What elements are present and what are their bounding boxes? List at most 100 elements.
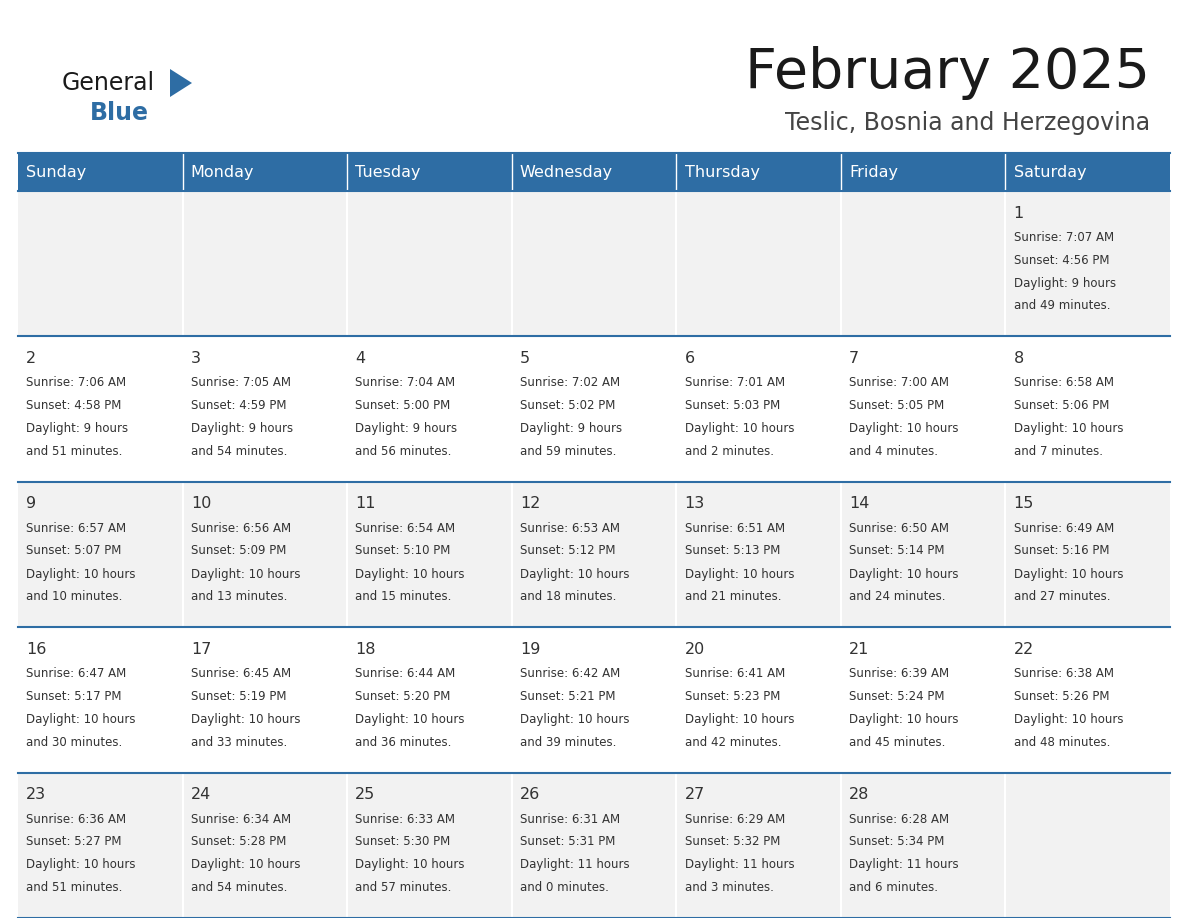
Text: 28: 28 xyxy=(849,787,870,802)
Text: Daylight: 9 hours: Daylight: 9 hours xyxy=(355,422,457,435)
Text: 6: 6 xyxy=(684,351,695,366)
Bar xyxy=(676,773,841,918)
Text: Sunrise: 7:00 AM: Sunrise: 7:00 AM xyxy=(849,376,949,389)
Bar xyxy=(1005,773,1170,918)
Text: and 54 minutes.: and 54 minutes. xyxy=(191,881,287,894)
Text: Sunset: 5:30 PM: Sunset: 5:30 PM xyxy=(355,835,450,848)
Text: Sunrise: 6:51 AM: Sunrise: 6:51 AM xyxy=(684,521,784,535)
Text: 17: 17 xyxy=(191,642,211,656)
Text: Sunset: 5:10 PM: Sunset: 5:10 PM xyxy=(355,544,450,557)
Text: Daylight: 10 hours: Daylight: 10 hours xyxy=(191,858,301,871)
Text: and 18 minutes.: and 18 minutes. xyxy=(520,590,617,603)
Text: and 49 minutes.: and 49 minutes. xyxy=(1013,299,1110,312)
Text: Sunday: Sunday xyxy=(26,164,87,180)
Text: Sunrise: 6:47 AM: Sunrise: 6:47 AM xyxy=(26,667,126,680)
Text: Sunrise: 6:39 AM: Sunrise: 6:39 AM xyxy=(849,667,949,680)
Text: Daylight: 10 hours: Daylight: 10 hours xyxy=(520,713,630,726)
Text: Daylight: 11 hours: Daylight: 11 hours xyxy=(849,858,959,871)
Text: Sunset: 5:17 PM: Sunset: 5:17 PM xyxy=(26,689,121,702)
Bar xyxy=(512,336,676,482)
Bar xyxy=(512,153,676,191)
Text: Sunset: 5:09 PM: Sunset: 5:09 PM xyxy=(191,544,286,557)
Text: 22: 22 xyxy=(1013,642,1034,656)
Text: Sunrise: 6:36 AM: Sunrise: 6:36 AM xyxy=(26,812,126,825)
Text: Sunset: 5:20 PM: Sunset: 5:20 PM xyxy=(355,689,450,702)
Text: and 3 minutes.: and 3 minutes. xyxy=(684,881,773,894)
Bar xyxy=(676,336,841,482)
Bar xyxy=(183,336,347,482)
Text: Daylight: 9 hours: Daylight: 9 hours xyxy=(191,422,293,435)
Text: Sunset: 5:19 PM: Sunset: 5:19 PM xyxy=(191,689,286,702)
Text: 14: 14 xyxy=(849,497,870,511)
Text: Friday: Friday xyxy=(849,164,898,180)
Text: Sunrise: 7:01 AM: Sunrise: 7:01 AM xyxy=(684,376,784,389)
Bar xyxy=(347,482,512,627)
Bar xyxy=(183,773,347,918)
Text: Sunrise: 6:54 AM: Sunrise: 6:54 AM xyxy=(355,521,455,535)
Text: Monday: Monday xyxy=(191,164,254,180)
Bar xyxy=(841,482,1005,627)
Text: Sunrise: 6:53 AM: Sunrise: 6:53 AM xyxy=(520,521,620,535)
Text: 2: 2 xyxy=(26,351,37,366)
Text: Sunset: 5:13 PM: Sunset: 5:13 PM xyxy=(684,544,779,557)
Text: 25: 25 xyxy=(355,787,375,802)
Text: 15: 15 xyxy=(1013,497,1034,511)
Bar xyxy=(841,191,1005,336)
Text: Sunset: 5:00 PM: Sunset: 5:00 PM xyxy=(355,399,450,412)
Text: 12: 12 xyxy=(520,497,541,511)
Text: Sunset: 4:56 PM: Sunset: 4:56 PM xyxy=(1013,253,1110,266)
Text: Daylight: 10 hours: Daylight: 10 hours xyxy=(191,713,301,726)
Text: Sunrise: 7:02 AM: Sunrise: 7:02 AM xyxy=(520,376,620,389)
Text: Tuesday: Tuesday xyxy=(355,164,421,180)
Text: Sunset: 5:23 PM: Sunset: 5:23 PM xyxy=(684,689,779,702)
Text: 4: 4 xyxy=(355,351,366,366)
Bar xyxy=(676,191,841,336)
Text: Sunset: 5:03 PM: Sunset: 5:03 PM xyxy=(684,399,779,412)
Text: and 33 minutes.: and 33 minutes. xyxy=(191,735,287,748)
Bar xyxy=(347,336,512,482)
Text: Sunset: 5:07 PM: Sunset: 5:07 PM xyxy=(26,544,121,557)
Text: and 42 minutes.: and 42 minutes. xyxy=(684,735,781,748)
Text: Teslic, Bosnia and Herzegovina: Teslic, Bosnia and Herzegovina xyxy=(785,111,1150,135)
Bar xyxy=(512,191,676,336)
Bar xyxy=(512,627,676,773)
Text: Sunset: 5:12 PM: Sunset: 5:12 PM xyxy=(520,544,615,557)
Text: Daylight: 10 hours: Daylight: 10 hours xyxy=(684,567,794,580)
Bar xyxy=(183,482,347,627)
Text: and 57 minutes.: and 57 minutes. xyxy=(355,881,451,894)
Bar xyxy=(18,482,183,627)
Text: 13: 13 xyxy=(684,497,704,511)
Text: 23: 23 xyxy=(26,787,46,802)
Text: and 45 minutes.: and 45 minutes. xyxy=(849,735,946,748)
Text: 1: 1 xyxy=(1013,206,1024,220)
Text: Blue: Blue xyxy=(90,101,148,125)
Text: Daylight: 10 hours: Daylight: 10 hours xyxy=(355,713,465,726)
Text: Sunset: 5:26 PM: Sunset: 5:26 PM xyxy=(1013,689,1110,702)
Bar xyxy=(18,153,183,191)
Text: Daylight: 10 hours: Daylight: 10 hours xyxy=(355,858,465,871)
Text: Sunset: 5:28 PM: Sunset: 5:28 PM xyxy=(191,835,286,848)
Text: Daylight: 10 hours: Daylight: 10 hours xyxy=(849,567,959,580)
Text: Sunrise: 6:38 AM: Sunrise: 6:38 AM xyxy=(1013,667,1113,680)
Text: Daylight: 10 hours: Daylight: 10 hours xyxy=(26,713,135,726)
Text: Sunrise: 6:29 AM: Sunrise: 6:29 AM xyxy=(684,812,785,825)
Text: 9: 9 xyxy=(26,497,37,511)
Bar xyxy=(347,191,512,336)
Bar xyxy=(183,153,347,191)
Bar xyxy=(1005,191,1170,336)
Text: 8: 8 xyxy=(1013,351,1024,366)
Text: Sunrise: 7:04 AM: Sunrise: 7:04 AM xyxy=(355,376,455,389)
Bar xyxy=(841,627,1005,773)
Text: 18: 18 xyxy=(355,642,375,656)
Text: Sunset: 4:58 PM: Sunset: 4:58 PM xyxy=(26,399,121,412)
Text: and 30 minutes.: and 30 minutes. xyxy=(26,735,122,748)
Text: 3: 3 xyxy=(191,351,201,366)
Text: Daylight: 10 hours: Daylight: 10 hours xyxy=(849,713,959,726)
Bar xyxy=(841,153,1005,191)
Text: and 7 minutes.: and 7 minutes. xyxy=(1013,444,1102,458)
Text: Sunset: 5:24 PM: Sunset: 5:24 PM xyxy=(849,689,944,702)
Bar xyxy=(1005,482,1170,627)
Bar xyxy=(1005,627,1170,773)
Text: and 13 minutes.: and 13 minutes. xyxy=(191,590,287,603)
Text: Daylight: 10 hours: Daylight: 10 hours xyxy=(26,567,135,580)
